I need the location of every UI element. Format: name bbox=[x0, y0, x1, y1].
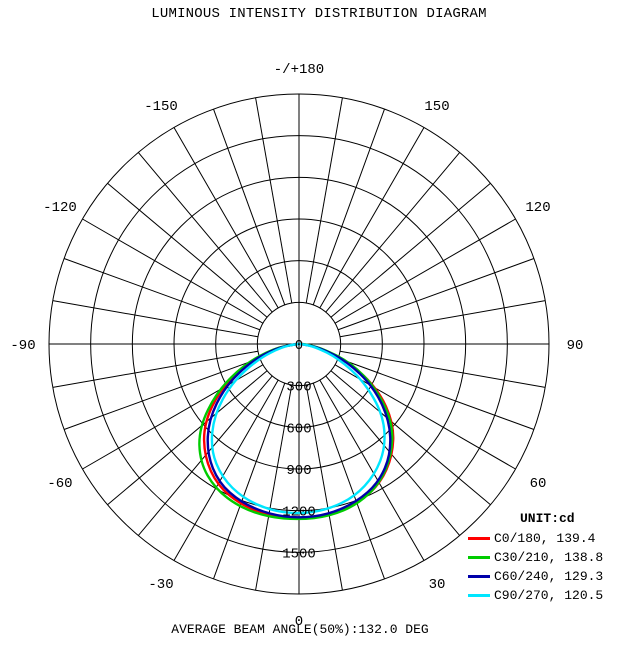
beam-angle-footer: AVERAGE BEAM ANGLE(50%):132.0 DEG bbox=[171, 622, 429, 637]
radial-tick-label: 1200 bbox=[282, 505, 316, 521]
radial-tick-label: 900 bbox=[286, 463, 311, 479]
legend-label: C90/270, 120.5 bbox=[494, 588, 604, 603]
grid-spoke bbox=[337, 357, 535, 430]
grid-spoke bbox=[312, 108, 385, 306]
legend: UNIT:cd C0/180, 139.4 C30/210, 138.8 C60/2… bbox=[468, 509, 603, 605]
unit-label: UNIT:cd bbox=[520, 511, 575, 526]
angle-tick-label: 30 bbox=[429, 577, 446, 593]
angle-tick-label: -30 bbox=[148, 577, 173, 593]
grid-spoke bbox=[63, 258, 261, 331]
series-curve-1 bbox=[198, 342, 394, 521]
angle-tick-label: -150 bbox=[144, 99, 178, 115]
angle-tick-label: -120 bbox=[43, 200, 77, 216]
radial-tick-label: 0 bbox=[295, 338, 303, 354]
grid-spoke bbox=[339, 350, 546, 388]
legend-label: C60/240, 129.3 bbox=[494, 569, 604, 584]
grid-spoke bbox=[173, 379, 279, 561]
grid-spoke bbox=[52, 350, 259, 388]
grid-spoke bbox=[213, 108, 286, 306]
legend-label: C30/210, 138.8 bbox=[494, 550, 604, 565]
legend-items: C0/180, 139.4 C30/210, 138.8 C60/240, 129.… bbox=[468, 529, 603, 605]
series-curve-3 bbox=[210, 342, 386, 515]
grid-spoke bbox=[305, 384, 343, 591]
legend-swatch bbox=[468, 537, 490, 541]
grid-spoke bbox=[305, 97, 343, 304]
legend-item: C90/270, 120.5 bbox=[468, 586, 603, 605]
radial-tick-label: 1500 bbox=[282, 546, 316, 562]
angle-tick-label: 90 bbox=[567, 338, 584, 354]
legend-item: C30/210, 138.8 bbox=[468, 548, 603, 567]
radial-tick-label: 600 bbox=[286, 421, 311, 437]
radial-tick-label: 300 bbox=[286, 380, 311, 396]
angle-tick-label: 0 bbox=[295, 614, 303, 630]
legend-item: C0/180, 139.4 bbox=[468, 529, 603, 548]
legend-swatch bbox=[468, 575, 490, 579]
grid-spoke bbox=[325, 152, 461, 313]
legend-item: C60/240, 129.3 bbox=[468, 567, 603, 586]
grid-spoke bbox=[255, 384, 293, 591]
grid-spoke bbox=[319, 127, 425, 309]
chart-title: LUMINOUS INTENSITY DISTRIBUTION DIAGRAM bbox=[151, 6, 487, 22]
angle-tick-label: -/+180 bbox=[274, 62, 324, 78]
grid-spoke bbox=[334, 218, 516, 324]
grid-spoke bbox=[173, 127, 279, 309]
legend-label: C0/180, 139.4 bbox=[494, 531, 596, 546]
grid-spoke bbox=[255, 97, 293, 304]
intensity-curves bbox=[198, 342, 395, 521]
grid-spoke bbox=[107, 370, 268, 506]
grid-spoke bbox=[330, 370, 491, 506]
grid-spoke bbox=[52, 300, 259, 338]
angle-tick-label: -90 bbox=[10, 338, 35, 354]
angle-tick-label: -60 bbox=[47, 476, 72, 492]
angle-tick-label: 120 bbox=[525, 200, 550, 216]
legend-swatch bbox=[468, 556, 490, 560]
grid-spoke bbox=[325, 375, 461, 536]
radial-tick-labels: 0 300 600 900 1200 1500 bbox=[282, 338, 316, 562]
grid-spoke bbox=[312, 382, 385, 580]
legend-swatch bbox=[468, 594, 490, 598]
angle-tick-label: 150 bbox=[424, 99, 449, 115]
grid-spoke bbox=[334, 364, 516, 470]
angle-tick-labels: -/+180-150 150-120 120-90 90-60 60-30 300 bbox=[10, 62, 583, 630]
grid-spoke bbox=[330, 182, 491, 318]
series-curve-2 bbox=[206, 342, 392, 519]
grid-spoke bbox=[319, 379, 425, 561]
grid-spoke bbox=[213, 382, 286, 580]
polar-grid-spokes bbox=[49, 94, 549, 594]
grid-spoke bbox=[107, 182, 268, 318]
angle-tick-label: 60 bbox=[530, 476, 547, 492]
grid-spoke bbox=[82, 218, 264, 324]
grid-spoke bbox=[63, 357, 261, 430]
grid-spoke bbox=[337, 258, 535, 331]
grid-spoke bbox=[339, 300, 546, 338]
grid-spoke bbox=[137, 152, 273, 313]
